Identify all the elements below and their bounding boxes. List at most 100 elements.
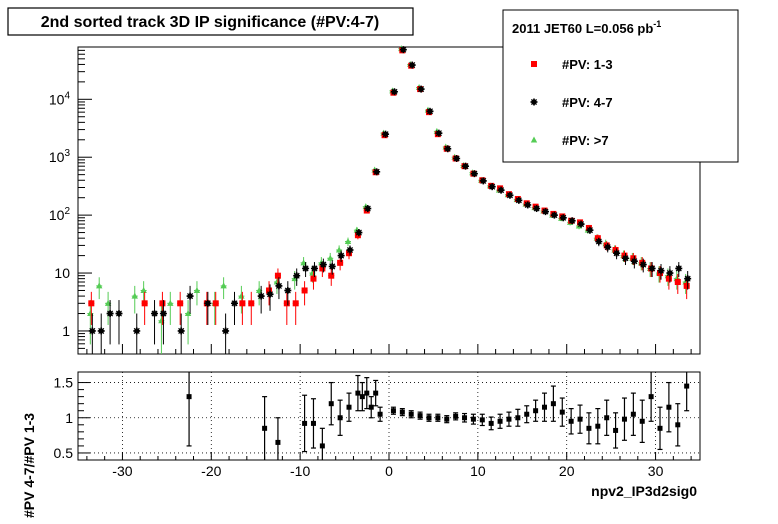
ratio-point — [524, 411, 530, 417]
data-point — [586, 226, 594, 234]
ratio-point — [488, 420, 494, 426]
data-point — [675, 264, 683, 272]
data-point — [248, 300, 255, 307]
ratio-axis-ticks — [78, 382, 692, 460]
ratio-point — [479, 417, 485, 423]
data-point — [453, 155, 461, 163]
data-point — [399, 46, 407, 54]
data-point — [238, 292, 245, 299]
ratio-point — [550, 401, 556, 407]
data-point — [151, 310, 159, 318]
ratio-point — [604, 415, 610, 421]
data-point — [355, 229, 363, 237]
legend-label: #PV: 1-3 — [562, 57, 613, 72]
data-point — [319, 261, 327, 269]
ratio-point — [417, 413, 423, 419]
data-point — [257, 292, 265, 300]
ratio-point — [613, 427, 619, 433]
data-point — [621, 254, 629, 262]
ratio-point — [506, 416, 512, 422]
ratio-point — [319, 443, 325, 449]
data-point — [141, 300, 148, 307]
data-point — [88, 300, 95, 307]
data-point — [612, 246, 619, 253]
data-point — [131, 292, 138, 299]
title-frame — [7, 7, 414, 36]
top-series-markers — [87, 45, 692, 354]
data-point — [292, 300, 299, 307]
ratio-point — [310, 420, 316, 426]
y-tick-label: 10 — [54, 265, 70, 281]
ratio-point — [368, 404, 374, 410]
data-point — [106, 310, 114, 318]
data-point — [506, 191, 514, 199]
ratio-point — [302, 420, 308, 426]
y-tick-label-exponent: 2 — [64, 206, 70, 217]
x-tick-label: 0 — [385, 463, 393, 479]
x-tick-label: 10 — [470, 463, 486, 479]
data-point — [283, 300, 290, 307]
ratio-point — [639, 418, 645, 424]
legend: 2011 JET60 L=0.056 pb-1 #PV: 1-3 #PV: 4-7… — [502, 9, 739, 163]
data-point — [337, 252, 345, 260]
title-box: 2nd sorted track 3D IP significance (#PV… — [7, 7, 414, 36]
ratio-point — [426, 415, 432, 421]
ratio-point — [186, 394, 192, 400]
data-point — [559, 214, 567, 222]
data-point — [328, 262, 336, 270]
data-point — [231, 299, 238, 307]
legend-header-sup: -1 — [653, 19, 661, 29]
ratio-point — [497, 418, 503, 424]
data-point — [470, 170, 478, 178]
data-point — [186, 292, 194, 300]
data-point — [479, 177, 487, 185]
ratio-point — [408, 411, 414, 417]
y-tick-label: 102 — [49, 206, 71, 223]
x-tick-label: 30 — [648, 463, 664, 479]
data-point — [266, 290, 274, 298]
x-tick-label: -10 — [290, 463, 310, 479]
data-point — [275, 282, 283, 290]
data-point — [621, 252, 628, 259]
y-tick-label-base: 10 — [54, 265, 70, 281]
y-tick-label: 104 — [49, 90, 71, 107]
ratio-point — [542, 404, 547, 410]
data-point — [630, 257, 638, 265]
x-tick-label: -20 — [201, 463, 221, 479]
ratio-point — [364, 390, 370, 396]
ratio-point — [346, 404, 352, 410]
ratio-point — [577, 416, 583, 422]
data-point — [212, 300, 219, 307]
data-point — [390, 88, 398, 96]
legend-header-main: 2011 JET60 L=0.056 pb — [512, 21, 653, 36]
data-point — [222, 327, 230, 335]
ratio-point — [262, 425, 268, 431]
data-point — [310, 264, 318, 272]
data-point — [417, 85, 425, 93]
legend-marker — [530, 136, 538, 143]
legend-header: 2011 JET60 L=0.056 pb-1 — [512, 19, 661, 36]
top-axis-ticks — [78, 46, 692, 354]
ratio-series-markers — [186, 372, 690, 460]
ratio-point — [377, 411, 383, 417]
data-point — [204, 299, 212, 307]
ratio-point — [399, 409, 405, 415]
data-point — [310, 275, 317, 282]
ratio-point — [390, 408, 396, 414]
ratio-point — [435, 415, 441, 421]
ratio-point — [337, 415, 343, 421]
ratio-y-tick-label: 1 — [65, 410, 73, 426]
ratio-point — [444, 416, 450, 422]
data-point — [177, 327, 185, 335]
ratio-point — [684, 383, 690, 389]
data-point — [577, 220, 585, 228]
data-point — [657, 267, 665, 275]
ratio-point — [462, 415, 468, 421]
data-point — [594, 235, 601, 242]
data-point — [550, 211, 558, 219]
data-point — [346, 246, 354, 254]
data-point — [684, 275, 692, 283]
data-point — [444, 145, 452, 153]
data-point — [140, 286, 147, 293]
y-tick-label-base: 10 — [49, 91, 65, 107]
